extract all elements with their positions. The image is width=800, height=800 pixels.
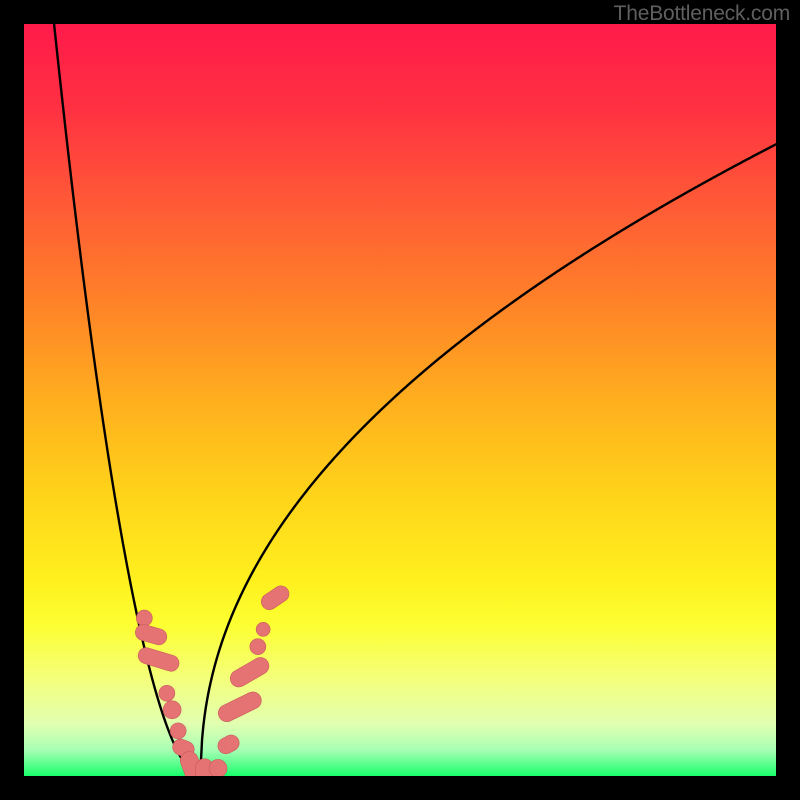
plot-svg — [24, 24, 776, 776]
marker-circle — [163, 701, 181, 719]
marker-circle — [170, 723, 186, 739]
watermark-text: TheBottleneck.com — [614, 2, 790, 26]
gradient-background — [24, 24, 776, 776]
plot-area — [24, 24, 776, 776]
marker-circle — [136, 610, 152, 626]
marker-circle — [250, 639, 266, 655]
marker-circle — [256, 622, 270, 636]
marker-circle — [159, 685, 175, 701]
marker-circle — [209, 759, 227, 776]
chart-frame: TheBottleneck.com — [0, 0, 800, 800]
